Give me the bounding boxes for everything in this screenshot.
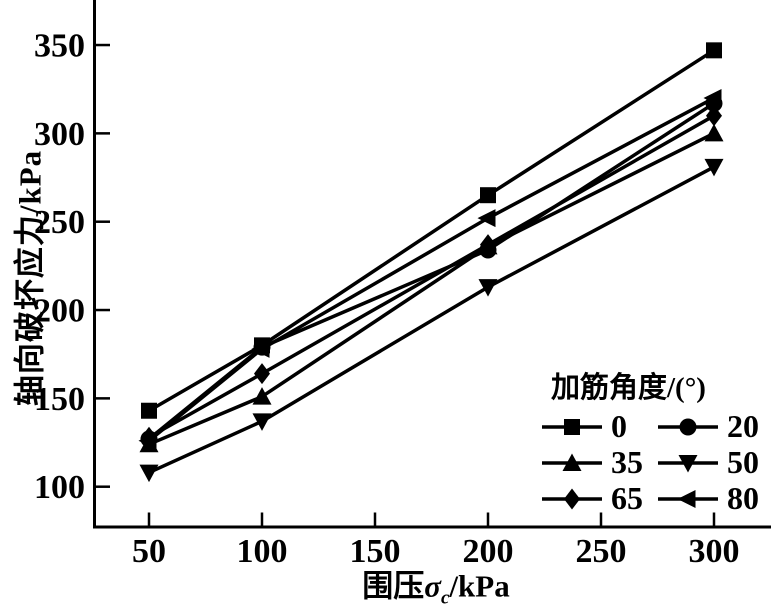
series-line-80 xyxy=(147,96,715,443)
x-tick-label: 200 xyxy=(463,533,514,570)
marker-diamond xyxy=(564,488,580,509)
y-tick-label: 150 xyxy=(34,381,85,418)
legend-label: 65 xyxy=(611,480,643,516)
sigma-subscript: c xyxy=(440,587,450,604)
marker-triangle-down xyxy=(678,454,698,472)
y-tick-label: 300 xyxy=(34,116,85,153)
legend-entry-0: 0 xyxy=(541,408,653,444)
legend-label: 0 xyxy=(611,408,627,444)
marker-triangle-up xyxy=(252,387,272,405)
marker-triangle-left xyxy=(677,489,696,508)
legend-key-circle-icon xyxy=(658,418,718,435)
series-line-0 xyxy=(148,48,715,413)
legend-entries: 0 20 35 50 65 80 xyxy=(541,408,767,516)
legend-entry-20: 20 xyxy=(657,408,767,444)
legend-key-triangle-down-icon xyxy=(658,454,718,472)
series-line-35 xyxy=(148,131,715,446)
marker-square xyxy=(706,42,722,59)
marker-triangle-left xyxy=(477,209,496,228)
marker-square xyxy=(564,418,580,435)
marker-square xyxy=(480,187,496,204)
marker-diamond xyxy=(480,234,496,256)
x-tick-label: 300 xyxy=(689,533,740,570)
legend-label: 35 xyxy=(611,444,643,480)
legend-key-square-icon xyxy=(542,418,602,435)
series-markers-0 xyxy=(141,42,722,419)
legend-entry-35: 35 xyxy=(541,444,653,480)
marker-triangle-left xyxy=(703,89,722,108)
series-markers-65 xyxy=(141,105,722,448)
marker-triangle-down xyxy=(139,464,159,483)
x-tick-label: 50 xyxy=(132,533,166,570)
y-tick-label: 200 xyxy=(34,293,85,330)
sigma-symbol: σ xyxy=(424,568,441,604)
y-axis-title: 轴向破坏应力/kPa xyxy=(12,149,48,407)
marker-diamond xyxy=(254,363,270,385)
legend-entry-80: 80 xyxy=(657,480,767,516)
marker-diamond xyxy=(706,105,722,127)
marker-triangle-down xyxy=(478,279,498,297)
legend-label: 20 xyxy=(727,408,759,444)
x-axis-title-prefix: 围压 xyxy=(362,568,425,604)
series-line-50 xyxy=(148,165,715,475)
legend-entry-50: 50 xyxy=(657,444,767,480)
x-tick-label: 150 xyxy=(350,533,401,570)
marker-square xyxy=(141,402,157,419)
legend-key-triangle-up-icon xyxy=(542,453,602,471)
legend-key-triangle-left-icon xyxy=(658,489,718,508)
y-tick-label: 350 xyxy=(34,28,85,65)
legend-key-diamond-icon xyxy=(542,488,602,509)
legend-title: 加筋角度/(°) xyxy=(551,372,706,404)
series-line-65 xyxy=(148,114,715,439)
marker-triangle-up xyxy=(562,453,582,471)
x-tick-label: 100 xyxy=(237,533,288,570)
y-tick-label: 250 xyxy=(34,204,85,241)
marker-circle xyxy=(679,418,697,435)
x-axis-title-suffix: /kPa xyxy=(449,568,510,604)
y-tick-label: 100 xyxy=(34,469,85,506)
marker-triangle-left xyxy=(251,339,270,358)
marker-triangle-left xyxy=(138,431,157,450)
x-tick-label: 250 xyxy=(576,533,627,570)
marker-triangle-up xyxy=(704,123,724,142)
legend-label: 50 xyxy=(727,444,759,480)
series-markers-50 xyxy=(139,158,724,483)
series-markers-80 xyxy=(138,89,722,450)
legend: 加筋角度/(°) 0 20 35 50 65 80 xyxy=(541,364,767,516)
marker-triangle-down xyxy=(252,413,272,431)
x-axis-title: 围压σc/kPa xyxy=(362,561,509,604)
legend-entry-65: 65 xyxy=(541,480,653,516)
legend-label: 80 xyxy=(727,480,759,516)
marker-triangle-down xyxy=(704,158,724,177)
